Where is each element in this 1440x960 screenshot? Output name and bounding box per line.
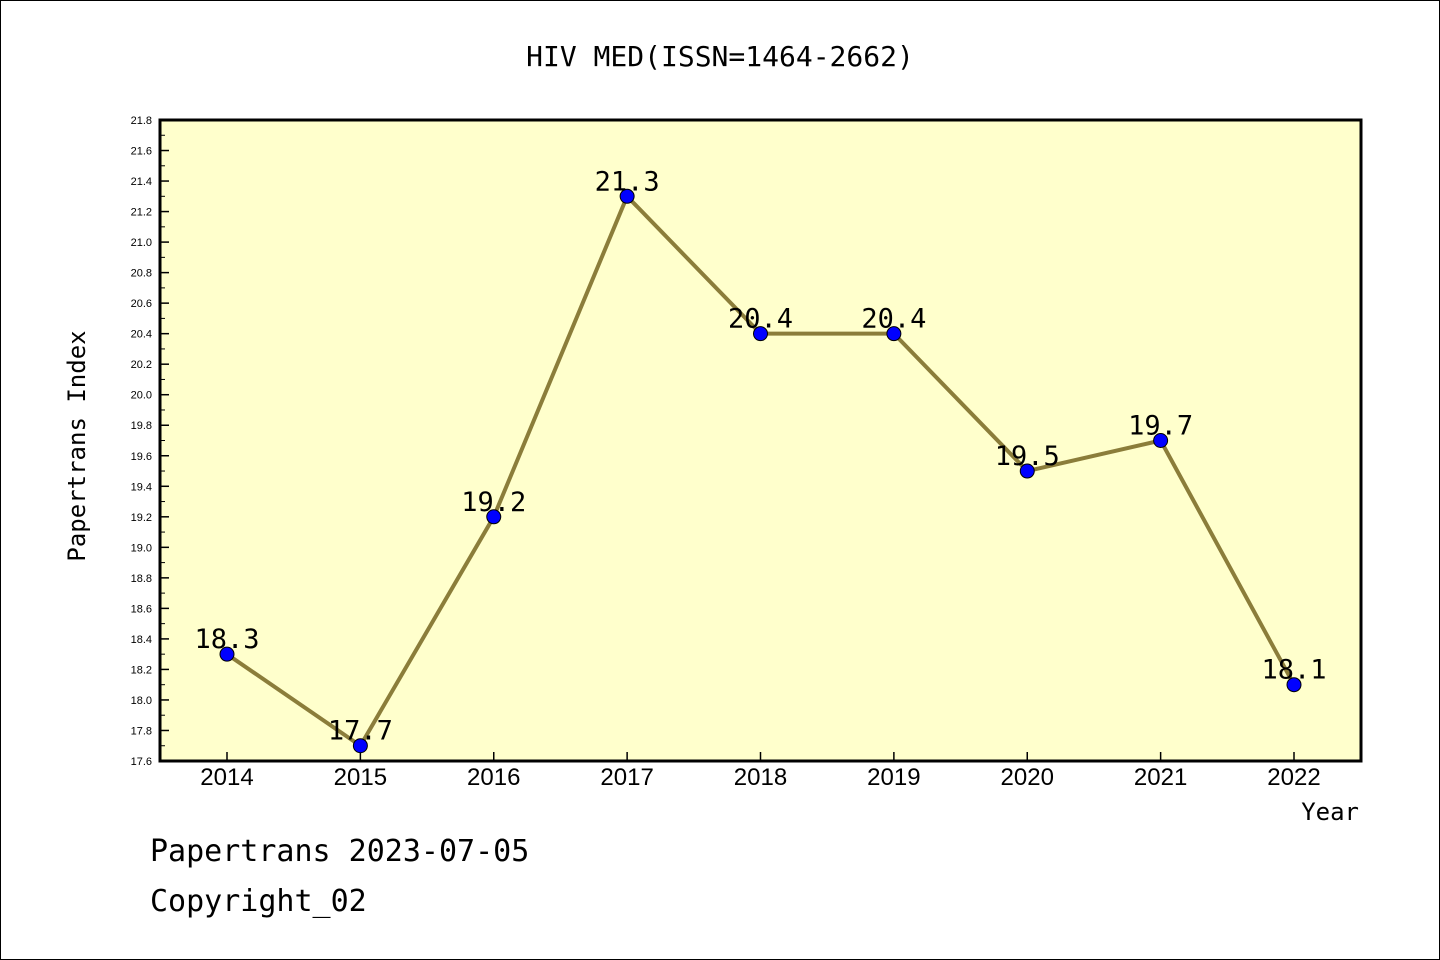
data-point xyxy=(219,646,235,662)
y-tick-label: 20.6 xyxy=(131,298,152,310)
chart-title: HIV MED(ISSN=1464-2662) xyxy=(526,40,914,73)
y-tick-label: 19.2 xyxy=(131,512,152,524)
x-tick-label: 2020 xyxy=(1001,764,1054,791)
y-tick-label: 21.6 xyxy=(131,146,152,158)
data-label: 19.7 xyxy=(1128,411,1193,442)
data-label: 21.3 xyxy=(595,166,660,197)
data-point xyxy=(619,188,635,204)
y-axis-label: Papertrans Index xyxy=(63,330,91,561)
data-label: 17.7 xyxy=(328,716,393,747)
x-tick-label: 2018 xyxy=(734,764,787,791)
data-label: 19.2 xyxy=(461,487,526,518)
y-tick-label: 19.4 xyxy=(131,481,152,493)
x-tick-label: 2014 xyxy=(200,764,253,791)
footer-date: Papertrans 2023-07-05 xyxy=(150,834,530,869)
data-point xyxy=(1286,677,1302,693)
y-tick-label: 20.2 xyxy=(131,359,152,371)
data-label: 18.3 xyxy=(194,624,259,655)
y-tick-label: 18.0 xyxy=(131,695,152,707)
data-point xyxy=(486,509,502,525)
y-tick-label: 18.8 xyxy=(131,573,152,585)
y-tick-label: 20.8 xyxy=(131,268,152,280)
y-tick-label: 18.6 xyxy=(131,603,152,615)
data-point xyxy=(352,738,368,754)
x-tick-label: 2017 xyxy=(600,764,653,791)
y-tick-label: 19.8 xyxy=(131,420,152,432)
y-tick-label: 21.4 xyxy=(131,176,152,188)
y-tick-label: 19.0 xyxy=(131,542,152,554)
y-tick-label: 20.4 xyxy=(131,329,152,341)
y-tick-label: 18.2 xyxy=(131,664,152,676)
data-label-group: 18.3 17.7 19.2 21.3 20.4 20.4 19.5 19.7 18.1 xyxy=(194,166,1326,746)
x-tick-label: 2016 xyxy=(467,764,520,791)
x-tick-label: 2021 xyxy=(1134,764,1187,791)
y-tick-label: 21.8 xyxy=(131,115,152,127)
series-line-group xyxy=(219,188,1302,754)
x-tick-label: 2015 xyxy=(334,764,387,791)
data-point xyxy=(753,326,768,342)
footer-copyright: Copyright_02 xyxy=(150,884,367,919)
x-axis: 2014 2015 2016 2017 2018 2019 2020 2021 2022 xyxy=(200,752,1321,791)
y-axis: 17.6 17.8 18.0 18.2 18.4 18.6 18.8 19.0 19.2 19.4… xyxy=(131,115,169,768)
data-point xyxy=(886,326,902,342)
y-tick-label: 17.6 xyxy=(131,756,152,768)
data-point xyxy=(1153,433,1169,448)
y-tick-label: 18.4 xyxy=(131,634,152,646)
data-label: 20.4 xyxy=(728,304,793,335)
y-tick-label: 17.8 xyxy=(131,725,152,737)
data-label: 19.5 xyxy=(995,441,1060,472)
data-point xyxy=(1019,463,1035,479)
y-tick-label: 21.2 xyxy=(131,207,152,219)
data-label: 18.1 xyxy=(1261,655,1326,686)
x-axis-label: Year xyxy=(1301,798,1359,826)
y-tick-label: 21.0 xyxy=(131,237,152,249)
x-tick-label: 2019 xyxy=(867,764,920,791)
y-tick-label: 20.0 xyxy=(131,390,152,402)
data-label: 20.4 xyxy=(861,304,926,335)
x-tick-label: 2022 xyxy=(1267,764,1320,791)
y-tick-label: 19.6 xyxy=(131,451,152,463)
